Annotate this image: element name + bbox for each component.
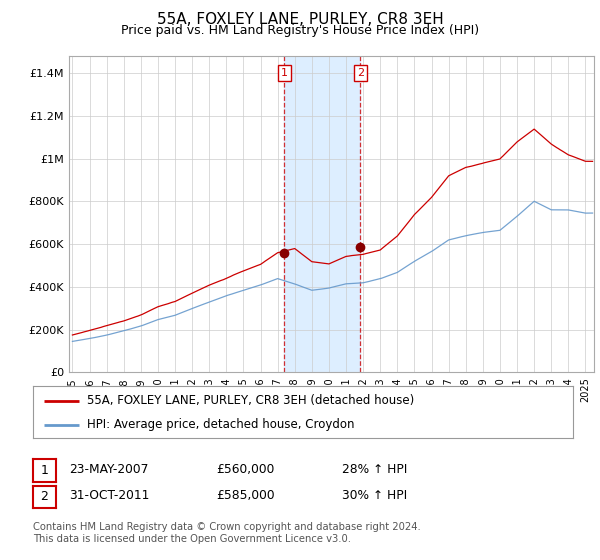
Text: HPI: Average price, detached house, Croydon: HPI: Average price, detached house, Croy… (87, 418, 355, 431)
Text: 1: 1 (281, 68, 288, 78)
Text: Contains HM Land Registry data © Crown copyright and database right 2024.
This d: Contains HM Land Registry data © Crown c… (33, 522, 421, 544)
Text: 2: 2 (357, 68, 364, 78)
Text: 2: 2 (40, 490, 49, 503)
Bar (284, 56, 360, 372)
Text: £585,000: £585,000 (216, 489, 275, 502)
Text: 31-OCT-2011: 31-OCT-2011 (69, 489, 149, 502)
Text: 28% ↑ HPI: 28% ↑ HPI (342, 463, 407, 476)
Text: 55A, FOXLEY LANE, PURLEY, CR8 3EH (detached house): 55A, FOXLEY LANE, PURLEY, CR8 3EH (detac… (87, 394, 414, 407)
Text: 23-MAY-2007: 23-MAY-2007 (69, 463, 148, 476)
Text: 55A, FOXLEY LANE, PURLEY, CR8 3EH: 55A, FOXLEY LANE, PURLEY, CR8 3EH (157, 12, 443, 27)
Text: 1: 1 (40, 464, 49, 477)
Text: 30% ↑ HPI: 30% ↑ HPI (342, 489, 407, 502)
Text: Price paid vs. HM Land Registry's House Price Index (HPI): Price paid vs. HM Land Registry's House … (121, 24, 479, 37)
Text: £560,000: £560,000 (216, 463, 274, 476)
